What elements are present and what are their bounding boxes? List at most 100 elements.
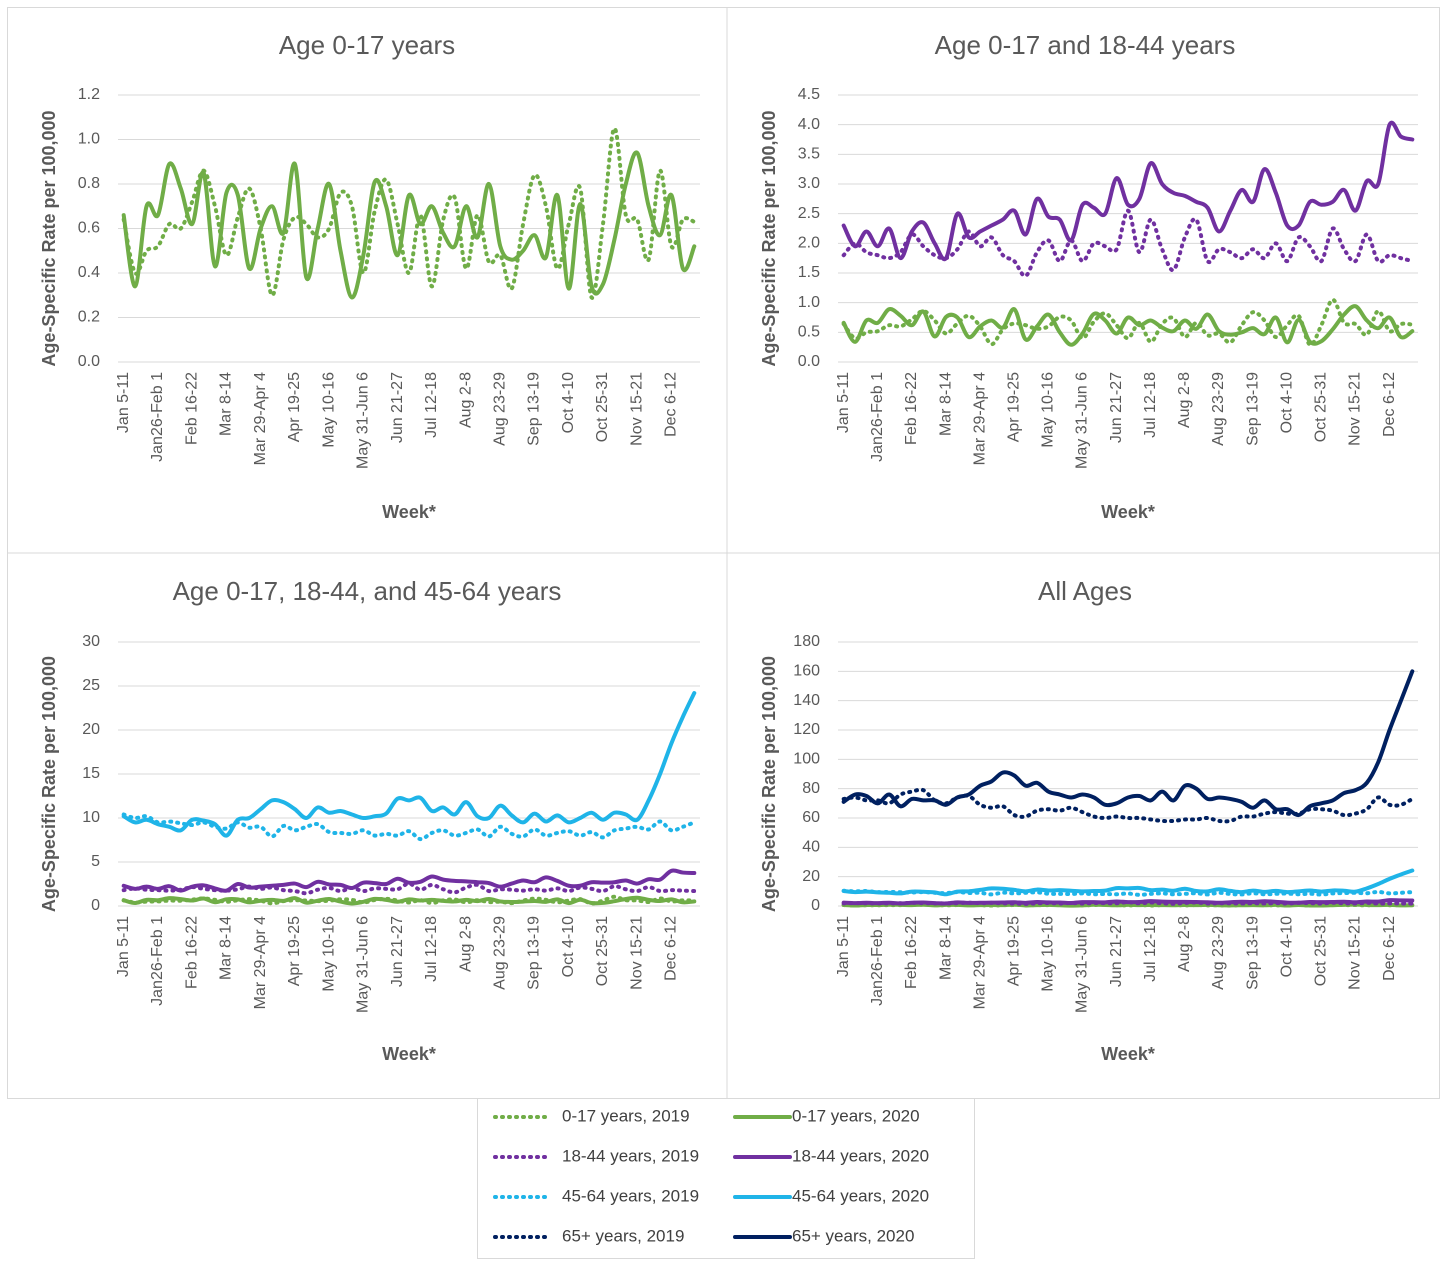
series-line [841,898,1415,906]
x-tick-label: Mar 8-14 [218,916,235,980]
x-tick-label: Jan 5-11 [115,916,132,977]
x-tick-label: Dec 6-12 [663,916,680,981]
x-tick-label: Jan 5-11 [835,372,852,433]
x-tick-label: Mar 8-14 [937,916,954,980]
x-tick-label: Mar 29-Apr 4 [252,372,269,465]
legend-label: 65+ years, 2019 [562,1226,684,1245]
x-tick-label: Jan26-Feb 1 [149,372,166,462]
x-tick-label: Apr 19-25 [1005,372,1022,442]
x-tick-label: Feb 16-22 [183,916,200,989]
x-tick-label: Jan 5-11 [115,372,132,433]
y-tick-label: 15 [82,765,100,782]
panel-title: Age 0-17, 18-44, and 45-64 years [173,576,562,606]
x-tick-label: Jun 21-27 [389,916,406,987]
y-tick-label: 1.0 [798,294,820,311]
x-tick-label: Sep 13-19 [526,372,543,446]
x-tick-label: Oct 25-31 [594,916,611,986]
x-tick-label: Oct 4-10 [560,916,577,977]
y-tick-label: 3.5 [798,146,820,163]
x-tick-label: Sep 13-19 [1244,916,1261,990]
y-tick-label: 30 [82,633,100,650]
y-tick-label: 40 [802,839,820,856]
x-tick-label: Aug 2-8 [1176,916,1193,972]
y-tick-label: 1.0 [78,131,100,148]
y-tick-label: 4.5 [798,86,820,103]
x-tick-label: Mar 8-14 [218,372,235,436]
series-line [121,150,697,300]
x-tick-label: Jan 5-11 [835,916,852,977]
x-tick-label: Jan26-Feb 1 [869,916,886,1006]
legend: 0-17 years, 2019 0-17 years, 2020 18-44 ye… [493,1106,929,1245]
y-tick-label: 0.6 [78,220,100,237]
y-tick-label: 0 [811,897,820,914]
y-tick-label: 0.8 [78,175,100,192]
x-tick-label: Jun 21-27 [1108,916,1125,987]
x-tick-label: Dec 6-12 [1381,372,1398,437]
y-tick-label: 0 [91,897,100,914]
y-tick-label: 4.0 [798,116,820,133]
x-tick-label: Jul 12-18 [1142,916,1159,982]
x-tick-label: Jul 12-18 [423,372,440,438]
panel: Age 0-17, 18-44, and 45-64 years 0 5 10 15 20… [39,576,700,1064]
x-tick-label: Feb 16-22 [903,916,920,989]
x-tick-label: Apr 19-25 [286,916,303,986]
x-tick-label: May 31-Jun 6 [1074,372,1091,469]
x-tick-label: Aug 2-8 [457,916,474,972]
panel-title: All Ages [1038,576,1132,606]
legend-label: 18-44 years, 2019 [562,1146,699,1165]
x-tick-label: May 31-Jun 6 [355,372,372,469]
legend-label: 45-64 years, 2019 [562,1186,699,1205]
x-tick-label: Apr 19-25 [286,372,303,442]
panel: Age 0-17 years 0.0 0.2 0.4 0.6 0.8 1.0 1.2 Jan 5… [39,30,700,522]
series-line [841,297,1415,347]
y-tick-label: 100 [793,751,820,768]
y-tick-label: 2.0 [798,235,820,252]
x-tick-label: Oct 4-10 [1278,916,1295,977]
x-tick-label: May 10-16 [1040,916,1057,992]
y-tick-label: 0.2 [78,309,100,326]
y-axis-title: Age-Specific Rate per 100,000 [39,110,59,366]
x-tick-label: Nov 15-21 [1347,916,1364,990]
y-tick-label: 80 [802,780,820,797]
y-tick-label: 140 [793,692,820,709]
y-tick-label: 120 [793,721,820,738]
x-tick-label: Aug 2-8 [1176,372,1193,428]
x-tick-label: Aug 23-29 [1210,916,1227,990]
y-tick-label: 25 [82,677,100,694]
x-tick-label: Dec 6-12 [663,372,680,437]
legend-label: 65+ years, 2020 [792,1226,914,1245]
panel-title: Age 0-17 years [279,30,455,60]
x-tick-label: Dec 6-12 [1381,916,1398,981]
series-line [841,902,1415,908]
x-tick-label: Mar 29-Apr 4 [971,372,988,465]
x-tick-label: Aug 23-29 [492,372,509,446]
panel: Age 0-17 and 18-44 years 0.0 0.5 1.0 1.5 2.0 2… [759,30,1418,522]
y-tick-label: 5 [91,853,100,870]
y-tick-label: 0.0 [798,353,820,370]
x-tick-label: Jun 21-27 [1108,372,1125,443]
x-axis-title: Week* [382,502,436,522]
x-tick-label: Jun 21-27 [389,372,406,443]
series-line [121,881,697,896]
panel: All Ages 0 20 40 60 80 100 120 140 160 180 Jan 5-11… [759,576,1418,1064]
series-line [841,669,1415,818]
series-line [841,868,1415,897]
x-tick-label: May 10-16 [320,372,337,448]
x-axis-title: Week* [1101,502,1155,522]
series-line [841,304,1415,347]
x-tick-label: Oct 25-31 [1313,916,1330,986]
series-line [841,120,1415,262]
x-tick-label: May 10-16 [320,916,337,992]
y-tick-label: 1.5 [798,264,820,281]
legend-label: 0-17 years, 2019 [562,1106,690,1125]
x-tick-label: Oct 25-31 [1313,372,1330,442]
x-tick-label: Aug 23-29 [1210,372,1227,446]
y-tick-label: 20 [802,868,820,885]
x-tick-label: Jan26-Feb 1 [869,372,886,462]
x-tick-label: Feb 16-22 [903,372,920,445]
y-tick-label: 0.0 [78,353,100,370]
y-axis-title: Age-Specific Rate per 100,000 [759,110,779,366]
x-tick-label: May 31-Jun 6 [1074,916,1091,1013]
x-tick-label: Mar 29-Apr 4 [971,916,988,1009]
x-tick-label: Aug 23-29 [492,916,509,990]
